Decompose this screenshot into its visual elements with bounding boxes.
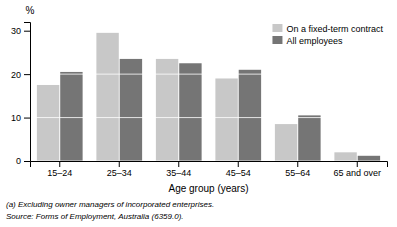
x-tick-mark xyxy=(357,161,358,167)
bar xyxy=(96,33,118,161)
x-tick-mark xyxy=(178,161,179,167)
x-tick-label: 65 and over xyxy=(333,168,381,178)
legend-label: On a fixed-term contract xyxy=(286,24,383,34)
y-tick-mark xyxy=(24,118,30,119)
x-tick: 25–34 xyxy=(107,161,132,178)
bar xyxy=(298,115,320,161)
y-tick-label: 10 xyxy=(11,113,21,123)
grid-line xyxy=(30,74,387,75)
x-tick-label: 15–24 xyxy=(47,168,72,178)
x-tick-label: 45–54 xyxy=(226,168,251,178)
y-tick: 10 xyxy=(11,113,30,123)
bar xyxy=(239,70,261,161)
x-axis: 15–24 25–34 35–44 45–54 55–64 65 and over xyxy=(31,161,388,178)
x-tick: 55–64 xyxy=(285,161,310,178)
bar xyxy=(358,156,380,161)
bar xyxy=(179,63,201,161)
chart-svg: 0 10 20 30 15–24 25–34 35–44 45–54 55–64 65 and o… xyxy=(0,0,397,227)
x-tick-label: 55–64 xyxy=(285,168,310,178)
bar xyxy=(334,152,356,161)
y-axis-title: % xyxy=(26,5,35,16)
footnote: (a) Excluding owner managers of incorpor… xyxy=(6,200,214,209)
x-axis-title: Age group (years) xyxy=(168,183,248,194)
x-tick: 45–54 xyxy=(226,161,251,178)
x-tick: 35–44 xyxy=(166,161,191,178)
chart-container: 0 10 20 30 15–24 25–34 35–44 45–54 55–64 65 and o… xyxy=(0,0,397,227)
x-tick-mark xyxy=(119,161,120,167)
grid xyxy=(30,31,387,161)
bar xyxy=(60,72,82,161)
y-axis: 0 10 20 30 xyxy=(11,23,31,167)
y-tick-mark xyxy=(24,74,30,75)
bar xyxy=(37,85,59,161)
plot-area: 0 10 20 30 15–24 25–34 35–44 45–54 55–64 65 and o… xyxy=(11,23,388,179)
grid-line xyxy=(30,117,387,118)
grid-line xyxy=(30,161,387,162)
x-tick: 65 and over xyxy=(333,161,381,178)
legend-item: On a fixed-term contract xyxy=(272,24,383,34)
x-tick-mark xyxy=(297,161,298,167)
legend-swatch xyxy=(272,36,282,44)
legend: On a fixed-term contract All employees xyxy=(272,24,383,46)
y-axis-line xyxy=(24,23,31,162)
y-tick: 30 xyxy=(11,26,30,36)
x-tick-label: 35–44 xyxy=(166,168,191,178)
y-tick-label: 30 xyxy=(11,26,21,36)
bar-series xyxy=(37,33,357,161)
y-tick: 20 xyxy=(11,70,30,80)
legend-label: All employees xyxy=(286,36,343,46)
legend-item: All employees xyxy=(272,36,343,46)
y-tick-label: 0 xyxy=(16,156,21,166)
x-axis-line xyxy=(31,162,388,168)
y-tick-mark xyxy=(24,161,30,162)
x-tick-mark xyxy=(59,161,60,167)
y-tick: 0 xyxy=(16,156,30,166)
marks xyxy=(30,31,387,161)
bar xyxy=(275,124,297,161)
y-tick-mark xyxy=(24,31,30,32)
x-tick-mark xyxy=(238,161,239,167)
footnote: Source: Forms of Employment, Australia (… xyxy=(6,212,184,221)
y-tick-label: 20 xyxy=(11,70,21,80)
legend-swatch xyxy=(272,24,282,32)
x-tick: 15–24 xyxy=(47,161,72,178)
x-tick-label: 25–34 xyxy=(107,168,132,178)
bar xyxy=(215,78,237,161)
